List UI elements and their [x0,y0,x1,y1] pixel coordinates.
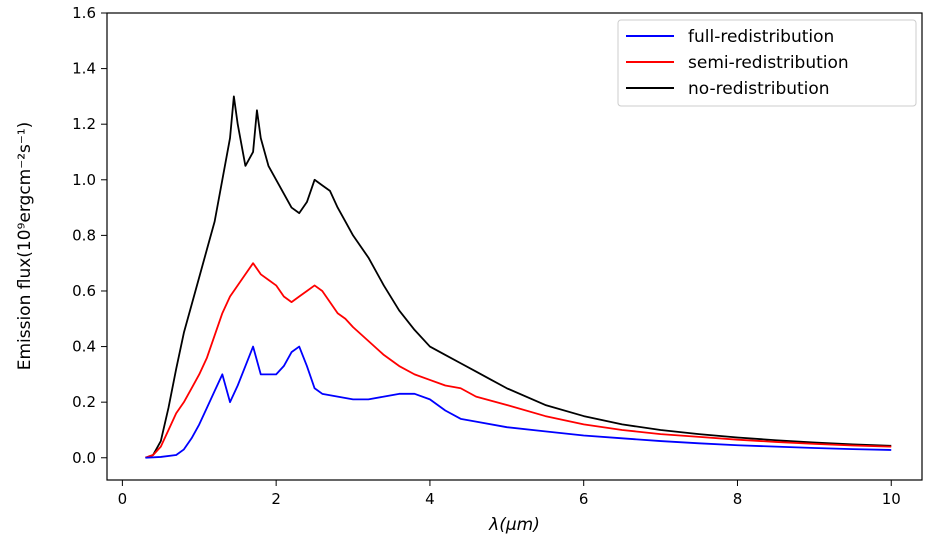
series-group [145,95,892,459]
x-tick-label: 0 [118,490,128,508]
y-tick-label: 0.8 [72,226,96,244]
x-axis: 0 2 4 6 8 10 [118,480,901,508]
x-axis-label: λ(μm) [488,515,540,535]
y-tick-label: 0.4 [72,338,96,356]
y-tick-label: 1.4 [72,60,96,78]
series-line-full-redistribution [145,345,892,459]
y-axis: 0.0 0.2 0.4 0.6 0.8 1.0 1.2 1.4 1.6 [72,4,107,467]
series-line-no-redistribution [145,95,892,459]
y-tick-label: 0.2 [72,393,96,411]
y-tick-label: 0.0 [72,449,96,467]
legend-label-semi-redistribution: semi-redistribution [688,53,849,73]
legend-label-no-redistribution: no-redistribution [688,79,830,99]
legend-label-full-redistribution: full-redistribution [688,27,834,47]
y-axis-label: Emission flux(10⁹ergcm⁻²s⁻¹) [15,122,35,371]
y-tick-label: 1.2 [72,115,96,133]
legend-box [617,19,917,107]
x-tick-label: 4 [425,490,435,508]
x-tick-label: 10 [882,490,901,508]
y-tick-label: 0.6 [72,282,96,300]
y-tick-label: 1.6 [72,4,96,22]
x-tick-label: 2 [271,490,281,508]
x-tick-label: 6 [579,490,589,508]
y-tick-label: 1.0 [72,171,96,189]
x-tick-label: 8 [733,490,743,508]
legend: full-redistribution semi-redistribution … [617,19,917,107]
series-line-semi-redistribution [145,262,892,459]
